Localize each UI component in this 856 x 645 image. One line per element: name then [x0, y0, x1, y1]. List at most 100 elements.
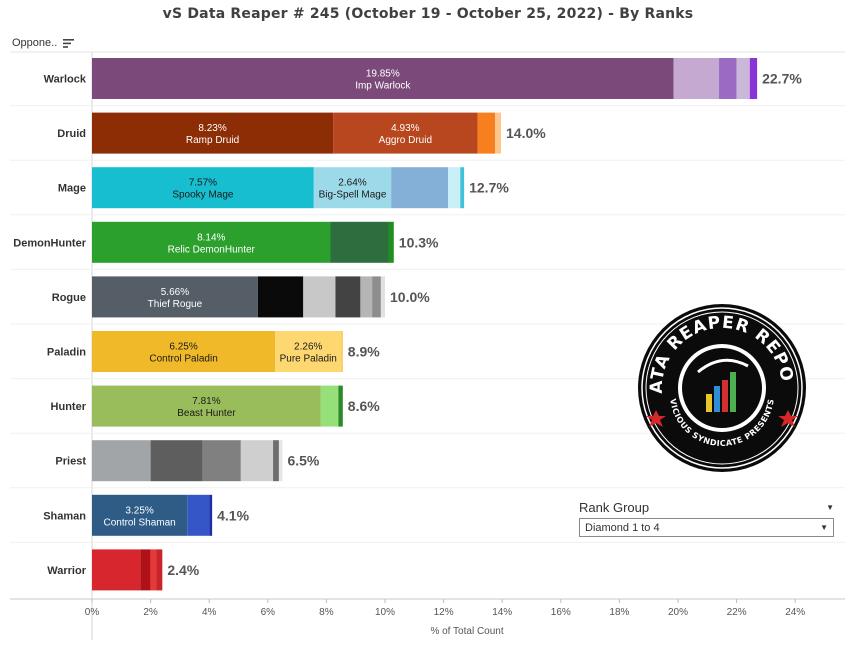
x-tick-label: 18%	[609, 607, 629, 618]
segment-pct-label: 7.57%	[189, 178, 217, 189]
bar-segment[interactable]	[92, 440, 151, 482]
segment-name-label: Spooky Mage	[172, 190, 234, 201]
bar-segment[interactable]	[92, 549, 141, 591]
category-label: Shaman	[43, 510, 86, 522]
bar-segment[interactable]	[330, 221, 389, 263]
segment-name-label: Thief Rogue	[148, 299, 203, 310]
x-tick-label: 4%	[202, 607, 217, 618]
rank-group-select[interactable]: Diamond 1 to 4 ▼	[579, 518, 834, 537]
x-tick-label: 16%	[551, 607, 571, 618]
total-label: 22.7%	[762, 71, 802, 87]
category-label: Druid	[57, 128, 86, 140]
segment-pct-label: 8.23%	[198, 123, 226, 134]
bar-segment[interactable]	[187, 494, 210, 536]
x-tick-label: 14%	[492, 607, 512, 618]
bar-segment[interactable]	[391, 167, 448, 209]
category-label: Priest	[55, 456, 86, 468]
data-reaper-report-logo: DATA REAPER REPORT VICIOUS SYNDICATE PRE…	[636, 302, 806, 472]
segment-pct-label: 3.25%	[125, 505, 153, 516]
bar-segment[interactable]	[388, 221, 394, 263]
bar-segment[interactable]	[92, 276, 258, 318]
category-label: Rogue	[52, 292, 86, 304]
x-tick-label: 8%	[319, 607, 334, 618]
bar-segment[interactable]	[341, 331, 343, 372]
total-label: 10.0%	[390, 289, 430, 305]
sort-icon[interactable]	[63, 38, 75, 48]
bar-segment[interactable]	[320, 385, 339, 427]
bar-segment[interactable]	[460, 167, 465, 209]
bar-segment[interactable]	[273, 440, 279, 482]
x-tick-label: 24%	[785, 607, 805, 618]
segment-name-label: Big-Spell Mage	[319, 190, 387, 201]
segment-name-label: Pure Paladin	[280, 354, 337, 365]
x-tick-label: 20%	[668, 607, 688, 618]
bar-segment[interactable]	[447, 167, 461, 209]
opponent-sort-header[interactable]: Oppone..	[12, 37, 75, 49]
x-tick-label: 22%	[727, 607, 747, 618]
segment-pct-label: 5.66%	[161, 287, 189, 298]
bar-segment[interactable]	[673, 58, 720, 99]
bar-segment[interactable]	[92, 167, 314, 209]
segment-pct-label: 19.85%	[366, 69, 400, 80]
rank-group-label: Rank Group	[579, 499, 650, 515]
bar-segment[interactable]	[209, 494, 213, 536]
bar-segment[interactable]	[380, 276, 385, 318]
bar-segment[interactable]	[338, 385, 343, 427]
bar-segment[interactable]	[719, 58, 737, 99]
bar-segment[interactable]	[275, 331, 342, 372]
total-label: 8.6%	[348, 398, 380, 414]
segment-pct-label: 2.26%	[294, 342, 322, 353]
segment-name-label: Beast Hunter	[177, 408, 236, 419]
category-label: Hunter	[51, 401, 87, 413]
bar-segment[interactable]	[150, 440, 203, 482]
bar-segment[interactable]	[240, 440, 274, 482]
x-axis-title: % of Total Count	[430, 626, 503, 637]
rank-group-menu-icon[interactable]: ▼	[826, 502, 834, 512]
bar-segment[interactable]	[278, 440, 283, 482]
bar-segment[interactable]	[749, 58, 758, 99]
bar-segment[interactable]	[156, 549, 163, 591]
bar-segment[interactable]	[92, 221, 331, 263]
total-label: 12.7%	[469, 180, 509, 196]
bar-segment[interactable]	[303, 276, 336, 318]
bar-segment[interactable]	[335, 276, 361, 318]
bar-segment[interactable]	[92, 331, 276, 372]
segment-pct-label: 7.81%	[192, 396, 220, 407]
segment-name-label: Relic DemonHunter	[168, 244, 256, 255]
segment-name-label: Aggro Druid	[379, 135, 432, 146]
segment-pct-label: 4.93%	[391, 123, 419, 134]
bar-segment[interactable]	[477, 112, 496, 154]
bar-segment[interactable]	[372, 276, 381, 318]
chevron-down-icon: ▼	[820, 523, 828, 532]
x-tick-label: 0%	[85, 607, 100, 618]
bar-segment[interactable]	[257, 276, 304, 318]
bar-segment[interactable]	[92, 112, 334, 154]
bar-segment[interactable]	[360, 276, 373, 318]
bar-segment[interactable]	[736, 58, 750, 99]
x-tick-label: 12%	[434, 607, 454, 618]
category-label: Warlock	[44, 74, 87, 86]
bar-segment[interactable]	[333, 112, 478, 154]
bar-segment[interactable]	[313, 167, 392, 209]
category-label: Paladin	[47, 347, 86, 359]
bar-segment[interactable]	[495, 112, 502, 154]
x-tick-label: 6%	[261, 607, 276, 618]
total-label: 10.3%	[399, 234, 439, 250]
total-label: 14.0%	[506, 125, 546, 141]
segment-name-label: Control Paladin	[149, 354, 217, 365]
total-label: 4.1%	[217, 507, 249, 523]
bar-segment[interactable]	[202, 440, 241, 482]
bar-segment[interactable]	[140, 549, 151, 591]
bar-segment[interactable]	[92, 494, 188, 536]
segment-pct-label: 8.14%	[197, 232, 225, 243]
bar-segment[interactable]	[92, 58, 674, 99]
segment-pct-label: 2.64%	[338, 178, 366, 189]
category-label: DemonHunter	[13, 237, 86, 249]
total-label: 8.9%	[348, 344, 380, 360]
chart-title: vS Data Reaper # 245 (October 19 - Octob…	[162, 6, 694, 22]
bar-segment[interactable]	[92, 385, 321, 427]
opponent-header-label: Oppone..	[12, 37, 58, 49]
category-label: Mage	[58, 183, 86, 195]
bar-segment[interactable]	[150, 549, 157, 591]
